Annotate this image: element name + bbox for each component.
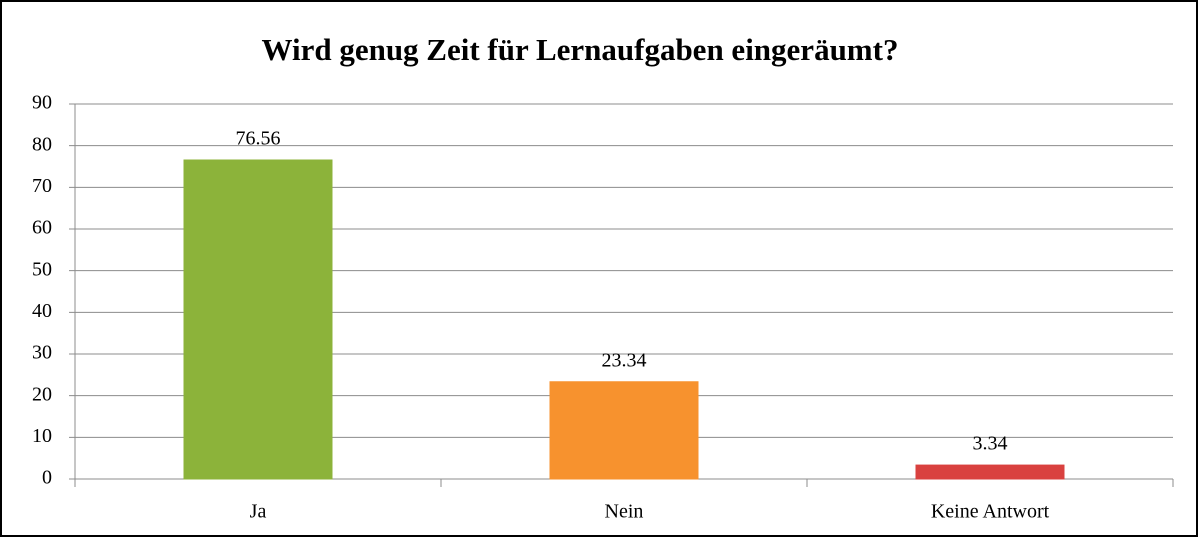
- y-tick-label: 70: [32, 175, 52, 197]
- y-tick-label: 90: [32, 92, 52, 114]
- data-label: 3.34: [973, 433, 1008, 455]
- bar: [183, 159, 333, 480]
- data-label: 23.34: [602, 349, 647, 371]
- x-tick-label: Keine Antwort: [931, 501, 1050, 523]
- y-tick-label: 40: [32, 300, 52, 322]
- y-tick-label: 50: [32, 258, 52, 280]
- data-label: 76.56: [236, 128, 281, 150]
- chart-title: Wird genug Zeit für Lernaufgaben eingerä…: [262, 32, 899, 67]
- y-tick-label: 30: [32, 342, 52, 364]
- y-tick-label: 80: [32, 133, 52, 155]
- bar: [549, 381, 699, 480]
- bar: [915, 464, 1065, 480]
- y-tick-label: 60: [32, 217, 52, 239]
- y-tick-label: 20: [32, 383, 52, 405]
- x-tick-label: Nein: [605, 501, 644, 523]
- y-tick-label: 10: [32, 425, 52, 447]
- y-tick-label: 0: [42, 467, 52, 489]
- x-tick-label: Ja: [250, 501, 267, 523]
